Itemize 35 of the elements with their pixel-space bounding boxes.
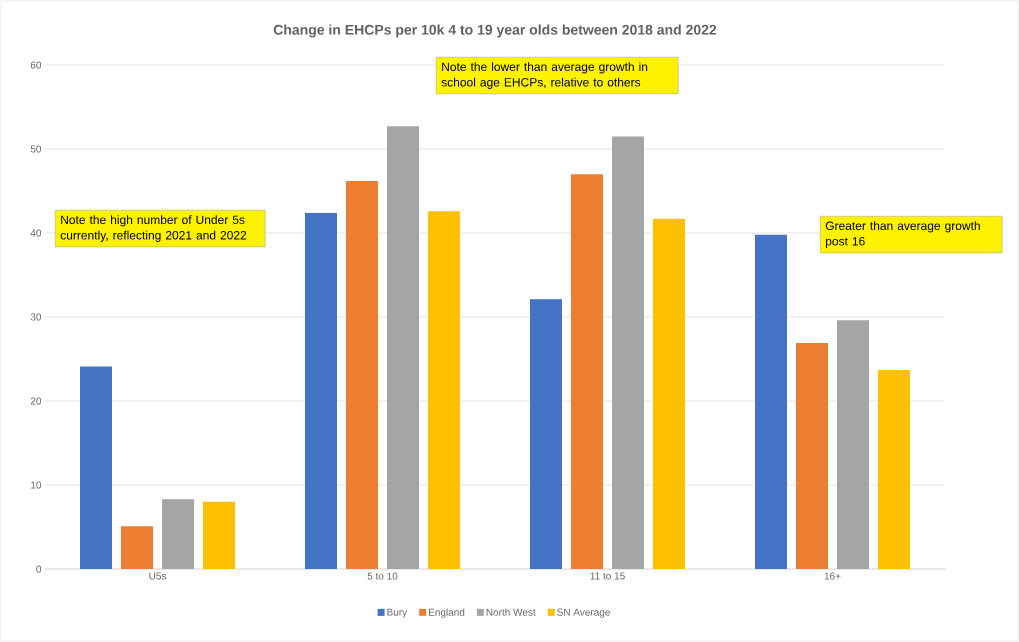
legend-label: England [428,608,465,618]
bar [796,343,829,569]
y-tick-label: 50 [30,145,42,153]
annotation: Note the lower than average growth in school age EHCPs, relative to others [441,62,648,89]
bar [80,366,112,569]
x-tick-label: U5s [149,572,167,580]
annotation: Note the high number of Under 5s currently, reflecting 2021 and 2022 [60,215,247,242]
y-tick-label: 30 [30,313,42,321]
chart-title: Change in EHCPs per 10k 4 to 19 year olds between 2018 and 2022 [273,24,717,38]
legend-label: Bury [387,608,408,618]
y-tick-label: 10 [31,481,42,489]
bar [387,126,420,569]
bar [121,526,153,569]
bar [530,299,563,569]
bar [837,320,870,569]
legend-label: SN Average [557,608,610,618]
bar [755,234,788,569]
y-tick-label: 40 [30,229,42,237]
bar [203,501,235,569]
annotation: Greater than average growth post 16 [825,221,980,248]
bar [653,218,686,569]
y-tick-label: 60 [30,61,42,69]
bar [612,136,645,569]
x-tick-label: 5 to 10 [367,572,398,580]
y-tick-label: 0 [36,565,42,573]
bar [305,212,338,569]
legend-label: North West [486,608,536,616]
bar [428,211,461,569]
bar [571,174,604,569]
bar [878,369,911,569]
y-tick-label: 20 [30,397,42,405]
x-tick-label: 11 to 15 [590,572,625,580]
bar [346,180,379,569]
bar [162,499,194,569]
x-tick-label: 16+ [824,572,841,580]
